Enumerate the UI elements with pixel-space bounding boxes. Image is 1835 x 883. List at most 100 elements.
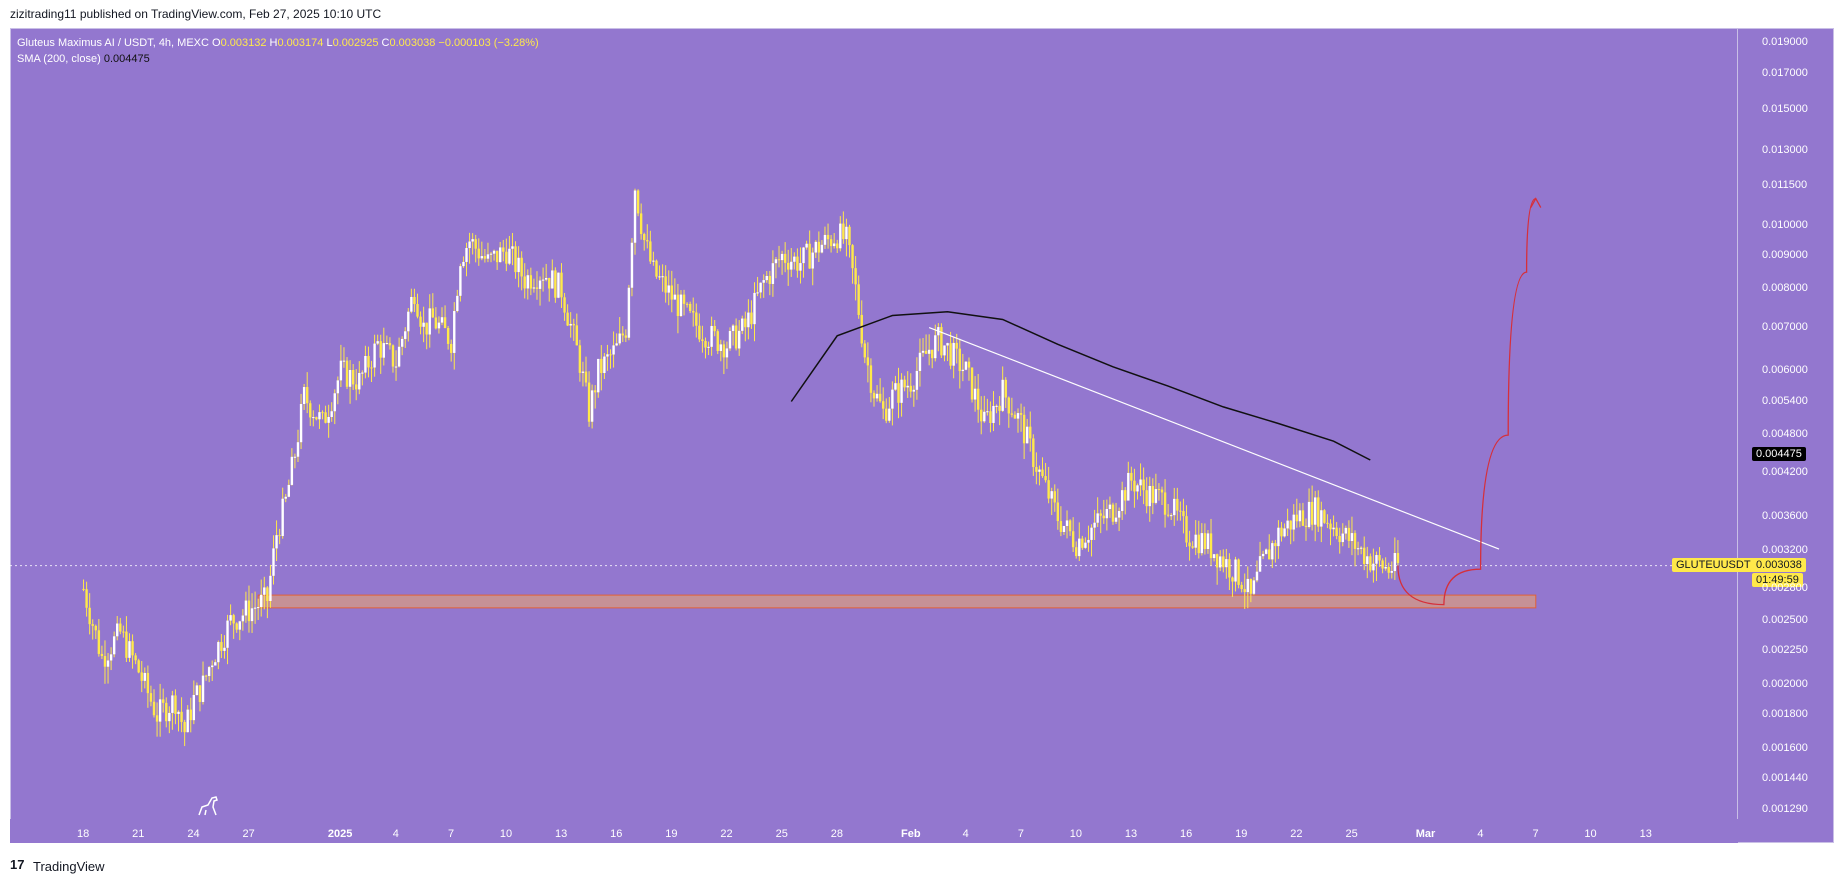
candle-body xyxy=(541,279,545,281)
candle-body xyxy=(370,367,373,369)
candle-body xyxy=(477,248,480,259)
candle-body xyxy=(407,311,410,332)
candle-body xyxy=(1102,515,1105,519)
candle-body xyxy=(548,277,551,289)
candle-body xyxy=(713,325,716,332)
candle-body xyxy=(443,317,447,329)
candle-body xyxy=(1124,490,1127,501)
time-tick-label: 13 xyxy=(1639,828,1652,840)
candle-body xyxy=(1277,527,1280,547)
candle-body xyxy=(526,275,529,289)
candle-body xyxy=(351,370,355,385)
candle-body xyxy=(774,259,778,264)
candle-body xyxy=(100,653,104,657)
candle-body xyxy=(572,323,575,326)
time-tick-label: Mar xyxy=(1415,828,1436,840)
tradingview-brand[interactable]: TradingView xyxy=(33,859,105,874)
time-tick-label: 4 xyxy=(962,828,969,840)
price-axis[interactable] xyxy=(1738,28,1834,843)
candle-body xyxy=(195,685,199,696)
candle-body xyxy=(646,240,649,242)
candle-body xyxy=(336,380,340,394)
price-tick-label: 0.001440 xyxy=(1762,771,1808,784)
price-tick-label: 0.004200 xyxy=(1762,466,1808,479)
time-tick-label: 7 xyxy=(447,828,455,840)
price-tick-label: 0.015000 xyxy=(1762,103,1808,116)
candle-body xyxy=(621,333,624,336)
candle-body xyxy=(820,244,824,253)
candle-body xyxy=(290,456,294,485)
candle-body xyxy=(125,631,128,658)
candle-body xyxy=(872,392,876,399)
candle-body xyxy=(1206,533,1210,549)
candle-body xyxy=(502,247,505,252)
price-tick-label: 0.006000 xyxy=(1762,364,1808,377)
candle-body xyxy=(1081,538,1084,548)
candle-body xyxy=(707,346,710,348)
candle-body xyxy=(881,401,885,409)
candle-body xyxy=(1065,520,1069,527)
candle-body xyxy=(900,379,903,403)
time-tick-label: 13 xyxy=(1124,828,1138,840)
close-label: C xyxy=(381,37,390,49)
candle-body xyxy=(1255,571,1259,581)
candle-body xyxy=(1261,553,1265,557)
candle-body xyxy=(1393,553,1397,572)
time-axis[interactable] xyxy=(10,819,1738,843)
candle-body xyxy=(382,343,385,358)
candle-body xyxy=(269,575,272,602)
candle-body xyxy=(250,608,254,622)
dino-icon[interactable] xyxy=(196,793,222,819)
candle-body xyxy=(759,282,762,293)
price-tick-label: 0.011500 xyxy=(1762,178,1808,191)
candle-body xyxy=(851,245,854,269)
candle-body xyxy=(471,239,474,242)
candle-body xyxy=(992,405,995,423)
candle-body xyxy=(425,322,428,335)
candle-body xyxy=(1139,479,1142,486)
candle-body xyxy=(192,695,196,721)
candle-body xyxy=(639,213,643,235)
candle-body xyxy=(1013,414,1017,419)
publisher-bar: zizitrading11 published on TradingView.c… xyxy=(0,0,1835,28)
candle-body xyxy=(1350,533,1354,542)
candle-body xyxy=(560,272,563,298)
candle-body xyxy=(1136,485,1139,492)
candle-body xyxy=(575,325,579,346)
sma-label[interactable]: SMA (200, close) xyxy=(17,53,101,65)
candle-body xyxy=(986,411,989,413)
time-tick-label: 4 xyxy=(1477,828,1484,840)
candle-body xyxy=(725,348,729,358)
price-tick-label: 0.003600 xyxy=(1762,510,1808,523)
candle-body xyxy=(581,371,585,373)
candle-body xyxy=(321,412,324,414)
candle-body xyxy=(367,355,370,368)
time-tick-label: Feb xyxy=(901,828,921,840)
candle-body xyxy=(976,388,980,410)
candle-body xyxy=(790,261,793,270)
candle-body xyxy=(670,285,673,300)
candle-body xyxy=(1264,549,1268,554)
candle-body xyxy=(983,411,986,422)
candle-body xyxy=(91,624,94,626)
candle-body xyxy=(1366,556,1369,565)
candle-body xyxy=(238,621,241,630)
candle-body xyxy=(682,294,686,304)
symbol-title[interactable]: Gluteus Maximus AI / USDT, 4h, MEXC xyxy=(17,37,209,49)
candle-body xyxy=(1384,567,1387,569)
candle-body xyxy=(704,340,707,348)
candle-body xyxy=(915,370,919,390)
candle-body xyxy=(557,272,560,298)
candle-body xyxy=(1329,523,1332,530)
candle-body xyxy=(376,341,379,344)
candle-body xyxy=(165,702,168,722)
candle-body xyxy=(551,270,554,289)
tradingview-logo-icon[interactable]: 17 xyxy=(10,857,25,872)
candle-body xyxy=(878,393,882,402)
candle-body xyxy=(116,623,119,637)
chart-canvas[interactable] xyxy=(10,28,1738,819)
candle-body xyxy=(1185,516,1188,543)
price-tick-label: 0.001600 xyxy=(1762,741,1808,754)
candle-body xyxy=(667,285,670,293)
candle-body xyxy=(731,325,735,332)
